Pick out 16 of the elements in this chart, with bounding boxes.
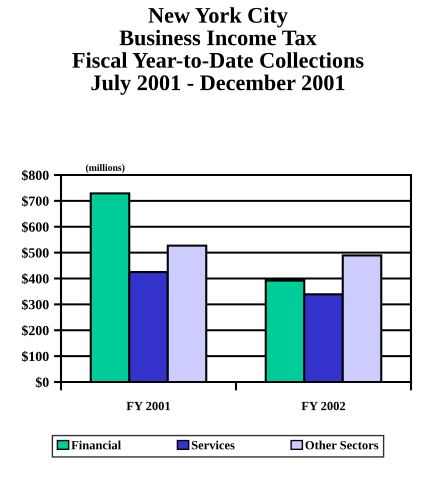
y-tick-label: $300: [22, 299, 49, 310]
y-tick-label: $200: [22, 325, 49, 336]
chart-title: New York City Business Income Tax Fiscal Year-to-Date Collections July 2001 - December 2001: [72, 7, 364, 95]
y-tick-label: $400: [22, 273, 49, 284]
legend-label: Financial: [71, 440, 121, 450]
x-tick-label: FY 2001: [126, 402, 170, 410]
x-tick-label: FY 2002: [302, 402, 346, 410]
y-tick-label: $100: [22, 350, 49, 362]
y-tick-label: $700: [22, 196, 49, 207]
legend-label: Services: [192, 440, 235, 450]
legend-label: Other Sectors: [306, 440, 378, 450]
y-tick-label: $800: [22, 170, 49, 181]
text: (millions): [86, 164, 125, 173]
y-tick-label: $0: [36, 376, 49, 388]
y-tick-label: $600: [22, 222, 49, 233]
y-tick-label: $500: [22, 247, 49, 259]
